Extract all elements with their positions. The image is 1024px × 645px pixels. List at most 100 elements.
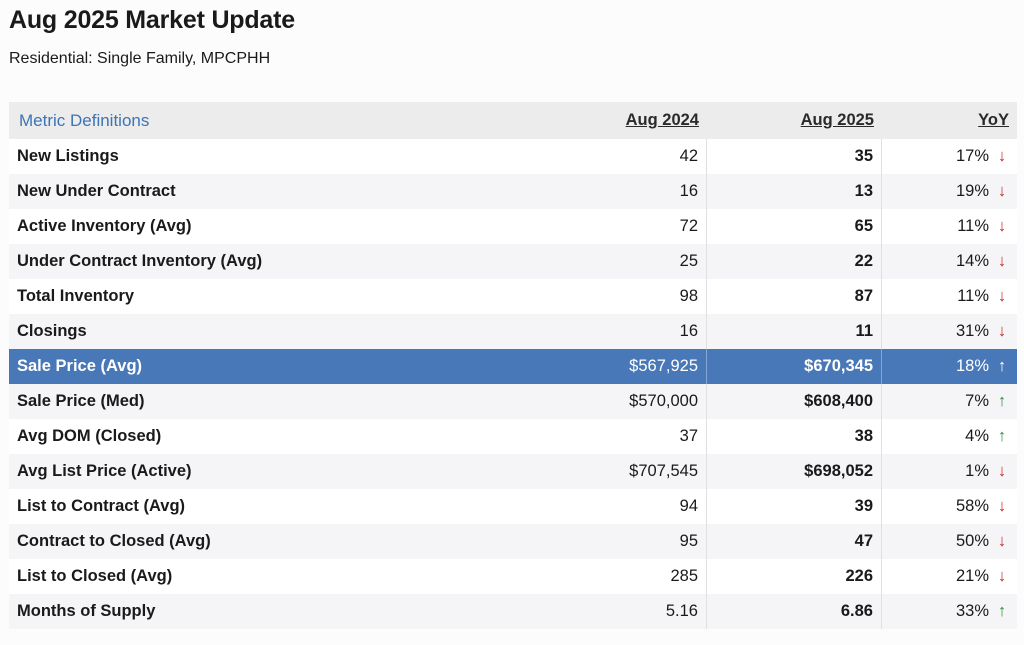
metric-label-text: Under Contract Inventory (Avg) (17, 252, 263, 270)
metric-label: New Listings (9, 139, 523, 174)
table-body: New Listings 42 35 17% ↓ New Under Contract 16… (9, 139, 1017, 629)
arrow-down-icon: ↓ (997, 287, 1007, 305)
table-row: List to Closed (Avg) 285 226 21% ↓ (9, 559, 1017, 594)
metric-label: Sale Price (Avg) (9, 349, 523, 384)
metric-label-text: Sale Price (Med) (17, 392, 145, 410)
value-aug-2024: 94 (523, 489, 707, 524)
column-header-aug-2024[interactable]: Aug 2024 (625, 111, 699, 129)
value-aug-2025: 65 (707, 209, 882, 244)
metric-label-text: Avg DOM (Closed) (17, 427, 162, 445)
metric-label-text: Closings (17, 322, 87, 340)
arrow-down-icon: ↓ (997, 497, 1007, 515)
value-yoy-text: 33% (955, 602, 989, 620)
value-aug-2025-text: 65 (854, 217, 873, 235)
table-row: Avg List Price (Active) $707,545 $698,052 1… (9, 454, 1017, 489)
table-row: Sale Price (Avg) $567,925 $670,345 18% ↑ (9, 349, 1017, 384)
value-aug-2024-text: 37 (679, 427, 698, 445)
value-aug-2024-text: 98 (679, 287, 698, 305)
value-aug-2024: 37 (523, 419, 707, 454)
metric-label-text: Months of Supply (17, 602, 156, 620)
arrow-down-icon: ↓ (997, 532, 1007, 550)
value-aug-2024: 95 (523, 524, 707, 559)
metric-label-text: Sale Price (Avg) (17, 357, 143, 375)
value-aug-2025-text: 11 (855, 322, 873, 340)
value-aug-2025: 87 (707, 279, 882, 314)
column-header-yoy[interactable]: YoY (978, 111, 1009, 129)
value-aug-2024-text: $570,000 (629, 392, 698, 410)
value-aug-2024-text: 285 (670, 567, 698, 585)
metric-label-text: Total Inventory (17, 287, 135, 305)
value-yoy: 58% ↓ (882, 489, 1017, 524)
metric-label: Avg DOM (Closed) (9, 419, 523, 454)
metric-label: Months of Supply (9, 594, 523, 629)
metrics-table: Metric Definitions Aug 2024 Aug 2025 YoY… (9, 102, 1017, 629)
value-aug-2024: 25 (523, 244, 707, 279)
value-yoy: 1% ↓ (882, 454, 1017, 489)
value-aug-2025-text: $608,400 (804, 392, 873, 410)
value-aug-2025: 39 (707, 489, 882, 524)
arrow-down-icon: ↓ (997, 182, 1007, 200)
metric-definitions-link[interactable]: Metric Definitions (19, 110, 150, 130)
arrow-up-icon: ↑ (997, 427, 1007, 445)
metric-label: List to Closed (Avg) (9, 559, 523, 594)
metric-label-text: Avg List Price (Active) (17, 462, 192, 480)
value-yoy-text: 14% (955, 252, 989, 270)
value-yoy-text: 7% (965, 392, 989, 410)
table-header-row: Metric Definitions Aug 2024 Aug 2025 YoY (9, 102, 1017, 139)
value-yoy-text: 58% (955, 497, 989, 515)
metric-label: Contract to Closed (Avg) (9, 524, 523, 559)
table-row: Total Inventory 98 87 11% ↓ (9, 279, 1017, 314)
value-aug-2024: 98 (523, 279, 707, 314)
value-yoy: 7% ↑ (882, 384, 1017, 419)
value-yoy-text: 11% (957, 287, 989, 305)
metric-label: New Under Contract (9, 174, 523, 209)
arrow-down-icon: ↓ (997, 252, 1007, 270)
value-aug-2024: 42 (523, 139, 707, 174)
value-aug-2024-text: 95 (679, 532, 698, 550)
value-yoy-text: 17% (955, 147, 989, 165)
value-yoy: 11% ↓ (882, 279, 1017, 314)
value-aug-2024-text: 5.16 (665, 602, 698, 620)
value-aug-2025-text: 22 (854, 252, 873, 270)
value-yoy-text: 18% (955, 357, 989, 375)
arrow-down-icon: ↓ (997, 217, 1007, 235)
metric-label-text: Active Inventory (Avg) (17, 217, 192, 235)
value-yoy: 17% ↓ (882, 139, 1017, 174)
table-row: New Listings 42 35 17% ↓ (9, 139, 1017, 174)
arrow-up-icon: ↑ (997, 357, 1007, 375)
page-subtitle: Residential: Single Family, MPCPHH (9, 50, 271, 67)
value-aug-2024-text: 72 (679, 217, 698, 235)
value-yoy: 21% ↓ (882, 559, 1017, 594)
metric-label-text: List to Closed (Avg) (17, 567, 173, 585)
value-aug-2025: 38 (707, 419, 882, 454)
metric-label: Total Inventory (9, 279, 523, 314)
value-yoy: 31% ↓ (882, 314, 1017, 349)
value-aug-2025-text: 35 (854, 147, 873, 165)
value-yoy-text: 1% (965, 462, 989, 480)
value-aug-2025-text: $698,052 (804, 462, 873, 480)
value-aug-2024-text: $567,925 (629, 357, 698, 375)
metric-label-text: New Under Contract (17, 182, 176, 200)
value-aug-2024: $570,000 (523, 384, 707, 419)
metric-label: Closings (9, 314, 523, 349)
value-aug-2025: $608,400 (707, 384, 882, 419)
value-aug-2024: $707,545 (523, 454, 707, 489)
value-yoy: 4% ↑ (882, 419, 1017, 454)
metric-label: Sale Price (Med) (9, 384, 523, 419)
value-aug-2025: 6.86 (707, 594, 882, 629)
value-aug-2024: 5.16 (523, 594, 707, 629)
value-aug-2024-text: 16 (679, 182, 698, 200)
value-yoy: 14% ↓ (882, 244, 1017, 279)
value-aug-2024: 285 (523, 559, 707, 594)
table-row: Closings 16 11 31% ↓ (9, 314, 1017, 349)
value-aug-2024: 16 (523, 314, 707, 349)
column-header-aug-2025[interactable]: Aug 2025 (800, 111, 874, 129)
metric-label: List to Contract (Avg) (9, 489, 523, 524)
value-yoy: 11% ↓ (882, 209, 1017, 244)
value-aug-2025: 13 (707, 174, 882, 209)
arrow-up-icon: ↑ (997, 602, 1007, 620)
arrow-down-icon: ↓ (997, 322, 1007, 340)
metric-label-text: List to Contract (Avg) (17, 497, 186, 515)
value-aug-2025-text: 87 (854, 287, 873, 305)
value-yoy-text: 50% (955, 532, 989, 550)
